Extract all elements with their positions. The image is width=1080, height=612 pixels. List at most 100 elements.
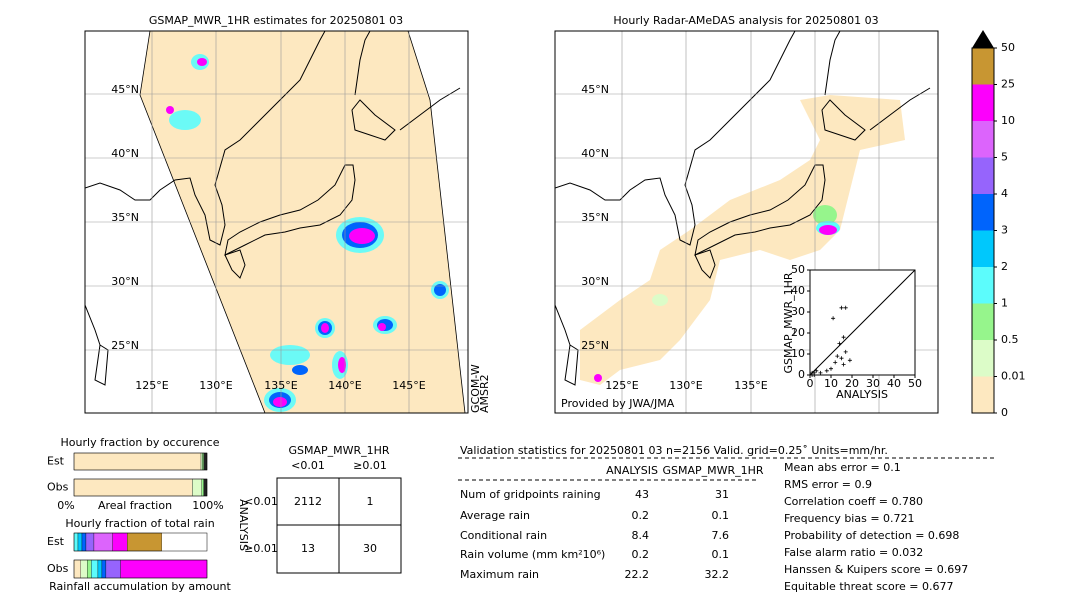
colorbar-label: 0 [1001, 406, 1008, 419]
bar-segment [73, 559, 81, 579]
colorbar-label: 5 [1001, 151, 1008, 164]
bar-segment [200, 452, 203, 471]
satellite-label: AMSR2 [478, 374, 491, 413]
row-title: ANALYSIS [237, 499, 250, 551]
table-cell: 32.2 [705, 568, 730, 581]
colorbar-extend [972, 30, 994, 48]
scatter-point [839, 305, 844, 310]
row-header: ≥0.01 [244, 542, 278, 555]
bar-frame [73, 532, 208, 552]
scatter-point [835, 354, 840, 359]
score: Hanssen & Kuipers score = 0.697 [784, 563, 968, 576]
right-map [555, 31, 938, 413]
row-label: Maximum rain [460, 568, 539, 581]
lon-label: 135°E [734, 379, 767, 392]
colorbar-cell [972, 48, 994, 85]
x-tick-label: 20 [845, 377, 859, 390]
table-cell: 30 [363, 542, 377, 555]
colorbar-label: 50 [1001, 41, 1015, 54]
colorbar-cell [972, 157, 994, 194]
bar-segment [101, 559, 107, 579]
y-tick-label: 0 [798, 368, 805, 381]
table-cell: 0.2 [632, 509, 650, 522]
lon-label: 140°E [328, 379, 361, 392]
colorbar-cell [972, 84, 994, 121]
colorbar-label: 10 [1001, 114, 1015, 127]
bar-frame [73, 452, 208, 471]
panel-title: Hourly fraction by occurence [61, 436, 220, 449]
colorbar-label: 25 [1001, 78, 1015, 91]
x-tick-label: 30 [866, 377, 880, 390]
table-cell: 0.1 [712, 509, 730, 522]
lat-label: 40°N [111, 147, 139, 160]
lat-label: 35°N [111, 211, 139, 224]
bar-segment [203, 452, 208, 471]
score: RMS error = 0.9 [784, 478, 872, 491]
scatter-point [812, 373, 817, 377]
table-cell: 1 [367, 495, 374, 508]
lon-label: 130°E [199, 379, 232, 392]
colorbar-label: 2 [1001, 260, 1008, 273]
axis-max: 100% [192, 499, 223, 512]
bar-segment [202, 452, 204, 471]
score: Equitable threat score = 0.677 [784, 580, 953, 593]
map-title: GSMAP_MWR_1HR estimates for 20250801 03 [149, 14, 403, 27]
lon-label: 135°E [264, 379, 297, 392]
table-cell: 0.1 [712, 548, 730, 561]
colorbar-cell [972, 340, 994, 377]
row-label: Est [47, 455, 65, 468]
table-cell: 7.6 [712, 529, 730, 542]
scatter-point [833, 360, 838, 365]
lon-label: 125°E [135, 379, 168, 392]
colorbar-cell [972, 303, 994, 340]
lon-label: 125°E [605, 379, 638, 392]
table-cell: 2112 [294, 495, 322, 508]
bar-segment [81, 532, 87, 552]
bar-frame [73, 559, 208, 579]
bar-segment [77, 532, 83, 552]
bar-segment [93, 532, 113, 552]
left-map [85, 31, 468, 413]
table-cell: 43 [635, 488, 649, 501]
row-label: Obs [47, 481, 69, 494]
x-tick-label: 10 [824, 377, 838, 390]
table-title: GSMAP_MWR_1HR [288, 444, 389, 457]
lat-label: 35°N [581, 211, 609, 224]
credit: Provided by JWA/JMA [561, 397, 675, 410]
bar-segment [73, 452, 202, 471]
scatter-point [837, 341, 842, 346]
colorbar-cell [972, 267, 994, 304]
bar-segment [91, 559, 99, 579]
x-tick-label: 50 [908, 377, 922, 390]
y-tick-label: 20 [791, 326, 805, 339]
stats-header: Validation statistics for 20250801 03 n=… [460, 444, 888, 457]
axis-min: 0% [57, 499, 74, 512]
bar-segment [80, 559, 88, 579]
row-label: Conditional rain [460, 529, 547, 542]
lat-label: 40°N [581, 147, 609, 160]
satellite-label: GCOM-W [469, 364, 482, 413]
axis-label: Areal fraction [98, 499, 172, 512]
table-cell: 13 [301, 542, 315, 555]
bar-segment [203, 478, 208, 497]
panel-title: Hourly fraction of total rain [65, 517, 214, 530]
column-header: GSMAP_MWR_1HR [662, 464, 763, 477]
lat-label: 25°N [581, 339, 609, 352]
bar-segment [201, 478, 204, 497]
axis-label: Rainfall accumulation by amount [49, 580, 231, 593]
scatter-point [824, 368, 829, 373]
scatter-point [839, 356, 844, 361]
table-cell: 22.2 [625, 568, 650, 581]
lon-label: 130°E [669, 379, 702, 392]
scatter-point [829, 366, 833, 371]
colorbar-cell [972, 121, 994, 158]
colorbar-cell [972, 230, 994, 267]
lat-label: 45°N [111, 83, 139, 96]
scatter-point [843, 305, 848, 310]
score: Correlation coeff = 0.780 [784, 495, 923, 508]
colorbar-label: 1 [1001, 297, 1008, 310]
row-label: Obs [47, 562, 69, 575]
lon-label: 145°E [392, 379, 425, 392]
lat-label: 45°N [581, 83, 609, 96]
